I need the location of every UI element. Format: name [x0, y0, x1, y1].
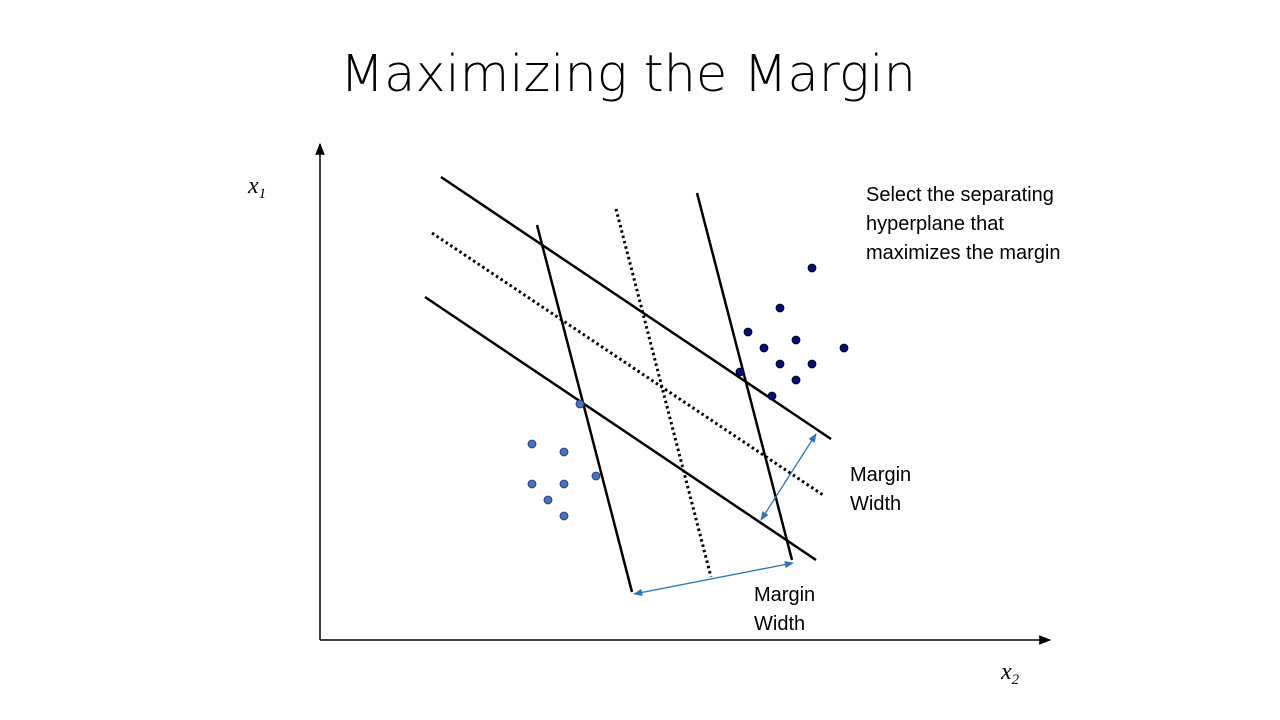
hyperplane-a-upper — [440, 175, 832, 441]
point — [559, 511, 569, 521]
slide-title: Maximizing the Margin — [340, 45, 916, 104]
point — [735, 367, 745, 377]
point — [759, 343, 769, 353]
hyperplane-b-right — [695, 192, 794, 561]
hyperplane-a-center-dotted — [431, 231, 824, 497]
point — [743, 327, 753, 337]
y-axis-label: x1 — [248, 173, 267, 202]
class-a-points — [735, 263, 849, 401]
point — [839, 343, 849, 353]
point — [559, 479, 569, 489]
hyperplane-b-center-dotted — [614, 208, 713, 578]
point — [527, 439, 537, 449]
point — [767, 391, 777, 401]
margin-width-label-1: Margin Width — [850, 464, 912, 515]
point — [775, 359, 785, 369]
instruction-text: Select the separating hyperplane that ma… — [866, 184, 1061, 264]
point — [575, 399, 585, 409]
point — [791, 335, 801, 345]
hyperplane-b-left — [535, 224, 634, 593]
point — [527, 479, 537, 489]
point — [775, 303, 785, 313]
x-axis-label: x2 — [1001, 659, 1020, 688]
point — [791, 375, 801, 385]
point — [559, 447, 569, 457]
hyperplane-a-lower — [424, 295, 817, 562]
margin-width-label-2: Margin Width — [754, 584, 816, 635]
margin-arrow-a — [760, 433, 817, 521]
point — [543, 495, 553, 505]
class-b-points — [527, 399, 601, 521]
point — [591, 471, 601, 481]
point — [807, 263, 817, 273]
margin-arrow-b — [633, 560, 794, 597]
point — [807, 359, 817, 369]
